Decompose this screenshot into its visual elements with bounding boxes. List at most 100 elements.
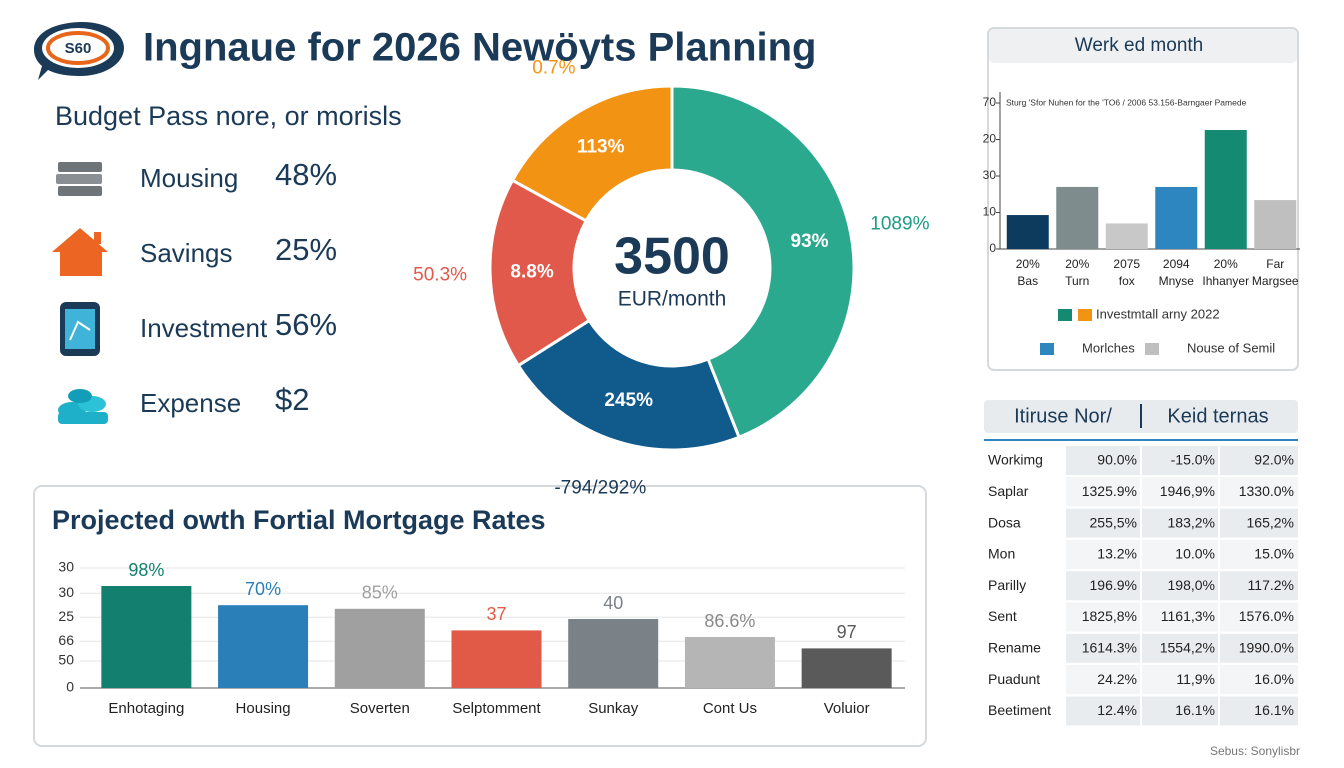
icon-investment — [60, 302, 100, 356]
icon-savings — [52, 228, 108, 276]
legend-label: Nouse of Semil — [1187, 340, 1275, 355]
table-cell: 1330.0% — [1239, 483, 1294, 499]
center-unit: EUR/month — [618, 288, 727, 311]
y-tick-label: 30 — [58, 584, 74, 600]
table-cell: 24.2% — [1097, 671, 1137, 687]
chart-title: Projected owth Fortial Mortgage Rates — [52, 505, 546, 535]
table-cell: 1614.3% — [1082, 640, 1137, 656]
bar — [218, 605, 309, 688]
segment-outer-label: 50.3% — [413, 264, 467, 285]
table-cell: 196.9% — [1090, 577, 1137, 593]
table-cell: 1554,2% — [1160, 640, 1215, 656]
icon-expense — [58, 389, 108, 424]
legend-label: Investmtall arny 2022 — [1096, 306, 1220, 321]
table-row-label: Workimg — [988, 452, 1043, 468]
y-tick-label: 70 — [983, 95, 997, 109]
pie-segment — [510, 84, 674, 223]
table-cell: 198,0% — [1168, 577, 1215, 593]
table-cell: 183,2% — [1168, 514, 1215, 530]
segment-outer-label: 0.7% — [532, 57, 575, 78]
legend-label: Morlches — [1082, 340, 1135, 355]
table-row-bg — [1066, 508, 1298, 538]
table-cell: 12.4% — [1097, 702, 1137, 718]
table-header: Itiruse Nor/ — [1014, 405, 1112, 427]
pie-segment — [516, 318, 741, 452]
logo-text: S60 — [65, 40, 92, 57]
table-cell: 1990.0% — [1239, 640, 1294, 656]
x-tick-label: Cont Us — [703, 700, 757, 717]
table-row-label: Mon — [988, 546, 1015, 562]
bar — [568, 619, 659, 688]
bar — [801, 648, 892, 688]
bar-annotation: 98% — [128, 560, 164, 580]
segment-label: 245% — [604, 390, 653, 411]
table-cell: 255,5% — [1090, 514, 1137, 530]
panel-frame — [987, 27, 1299, 371]
bar — [101, 586, 192, 688]
segment-outer-label: -794/292% — [554, 478, 646, 499]
chart-title: Werk ed month — [1075, 35, 1203, 56]
table-row-label: Beetiment — [988, 702, 1051, 718]
bar-annotation: 97 — [837, 622, 857, 642]
x-tick-sublabel: Turn — [1065, 274, 1089, 288]
bar — [1254, 200, 1297, 249]
bar-annotation: 86.6% — [704, 611, 755, 631]
table-cell: 90.0% — [1097, 452, 1137, 468]
x-tick-sublabel: Ihhanyer — [1202, 274, 1249, 288]
pie-segment — [670, 84, 856, 440]
pie-segment — [488, 178, 592, 368]
segment-outer-label: 1089% — [870, 214, 929, 235]
table-row-bg — [1066, 446, 1298, 475]
x-tick-sublabel: fox — [1119, 274, 1135, 288]
table-header: Keid ternas — [1167, 405, 1268, 427]
budget-label: Savings — [140, 238, 233, 268]
table-row-bg — [1066, 571, 1298, 601]
x-tick-label: 20% — [1214, 257, 1238, 271]
table-row-bg — [1066, 633, 1298, 663]
table-row-label: Puadunt — [988, 671, 1040, 687]
bar — [334, 608, 425, 688]
table-cell: 11,9% — [1176, 671, 1215, 687]
legend-swatch — [1040, 343, 1054, 355]
bar — [1056, 186, 1099, 249]
bar-annotation: 85% — [362, 583, 398, 603]
bar — [451, 630, 542, 688]
x-tick-label: Housing — [236, 700, 291, 717]
table-cell: 1161,3% — [1161, 608, 1215, 624]
table-row-label: Dosa — [988, 514, 1021, 530]
x-tick-label: Enhotaging — [108, 700, 184, 717]
segment-label: 113% — [577, 137, 625, 158]
y-tick-label: 30 — [58, 559, 74, 575]
x-tick-label: 2075 — [1113, 257, 1140, 271]
table-row-label: Saplar — [988, 483, 1029, 499]
page-title: Ingnaue for 2026 Newöyts Planning — [143, 26, 816, 70]
x-tick-sublabel: Mnyse — [1159, 274, 1195, 288]
bar — [1006, 215, 1049, 249]
center-value: 3500 — [614, 228, 730, 286]
table-cell: 1576.0% — [1239, 608, 1294, 624]
y-tick-label: 0 — [66, 679, 74, 695]
x-tick-label: Soverten — [350, 700, 410, 717]
table-row-bg — [1066, 665, 1298, 695]
table-cell: 1946,9% — [1160, 483, 1215, 499]
y-tick-label: 25 — [58, 608, 74, 624]
legend-swatch — [1058, 309, 1072, 321]
y-tick-label: 20 — [983, 132, 997, 146]
y-tick-label: 50 — [58, 652, 74, 668]
table-cell: 16.1% — [1254, 702, 1294, 718]
bar-annotation: 70% — [245, 579, 281, 599]
table-row-bg — [1066, 539, 1298, 569]
table-cell: 1325.9% — [1082, 483, 1137, 499]
bar — [684, 637, 775, 688]
y-tick-label: 66 — [58, 632, 74, 648]
budget-value: $2 — [275, 382, 309, 417]
x-tick-sublabel: Margsee — [1252, 274, 1299, 288]
budget-value: 25% — [275, 232, 337, 267]
bar — [1204, 130, 1247, 249]
table-cell: 15.0% — [1254, 546, 1294, 562]
panel-header — [989, 29, 1297, 63]
budget-title: Budget Pass nore, or morisls — [55, 101, 402, 131]
bar-annotation: 40 — [603, 593, 623, 613]
icon-housing — [56, 162, 102, 196]
